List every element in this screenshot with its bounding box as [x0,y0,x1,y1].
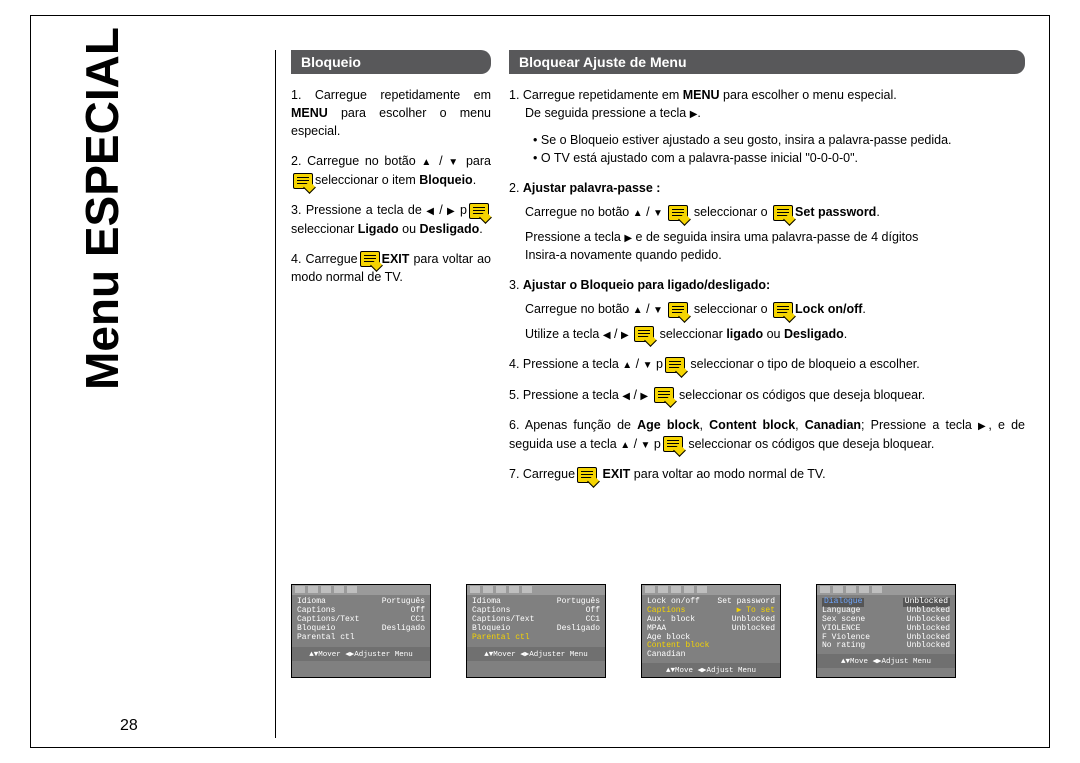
vertical-section-title: Menu ESPECIAL [75,27,129,390]
right-step-2: 2. Ajustar palavra-passe : Carregue no b… [509,179,1025,264]
screenshots-row: IdiomaPortuguêsCaptionsOffCaptions/TextC… [291,584,1025,678]
note-icon [654,387,674,403]
note-icon [663,436,683,452]
triangle-right-icon [978,418,988,432]
tv-menu-screenshot-2: IdiomaPortuguêsCaptionsOffCaptions/TextC… [466,584,606,678]
right-step-7: 7. Carregue EXIT para voltar ao modo nor… [509,465,1025,483]
screenshot-footer: ▲▼Mover ◀▶Adjuster Menu [292,647,430,661]
screenshot-row: Parental ctl [297,634,425,643]
note-icon [577,467,597,483]
page-number: 28 [120,717,138,735]
header-bloquear-ajuste: Bloquear Ajuste de Menu [509,50,1025,74]
triangle-down-icon [641,437,651,451]
screenshot-body: IdiomaPortuguêsCaptionsOffCaptions/TextC… [467,595,605,647]
right-step-3: 3. Ajustar o Bloqueio para ligado/deslig… [509,276,1025,343]
screenshot-footer: ▲▼Mover ◀▶Adjuster Menu [467,647,605,661]
triangle-down-icon [643,357,653,371]
left-step-3: 3. Pressione a tecla de / pseleccionar L… [291,201,491,238]
screenshot-footer: ▲▼Move ◀▶Adjust Menu [817,654,955,668]
left-step-4: 4. CarregueEXIT para voltar ao modo norm… [291,250,491,286]
triangle-right-icon [621,327,629,341]
tv-menu-screenshot-3: Lock on/offSet passwordCaptions▶ To setA… [641,584,781,678]
triangle-down-icon [653,302,663,316]
bullet-1: • Se o Bloqueio estiver ajustado a seu g… [525,131,1025,149]
column-bloquear-ajuste: Bloquear Ajuste de Menu 1. Carregue repe… [509,50,1025,495]
screenshot-row: No ratingUnblocked [822,642,950,651]
triangle-left-icon [622,388,630,402]
screenshot-tabbar [817,585,955,595]
column-bloqueio: Bloqueio 1. Carregue repetidamente em ME… [291,50,491,495]
right-step-1: 1. Carregue repetidamente em MENU para e… [509,86,1025,167]
note-icon [773,205,793,221]
note-icon [773,302,793,318]
note-icon [665,357,685,373]
triangle-up-icon [620,437,630,451]
screenshot-footer: ▲▼Move ◀▶Adjust Menu [642,663,780,677]
triangle-down-icon [448,154,460,168]
triangle-up-icon [633,302,643,316]
triangle-right-icon [624,230,632,244]
note-icon [668,205,688,221]
screenshot-body: IdiomaPortuguêsCaptionsOffCaptions/TextC… [292,595,430,647]
tv-menu-screenshot-4: DialogueUnblockedLanguageUnblockedSex sc… [816,584,956,678]
right-step-4: 4. Pressione a tecla / p seleccionar o t… [509,355,1025,374]
right-step-6: 6. Apenas função de Age block, Content b… [509,416,1025,453]
screenshot-row: Canadian [647,651,775,660]
triangle-right-icon [447,203,456,217]
triangle-up-icon [633,205,643,219]
triangle-left-icon [603,327,611,341]
screenshot-row: Parental ctl [472,634,600,643]
triangle-down-icon [653,205,663,219]
screenshot-body: Lock on/offSet passwordCaptions▶ To setA… [642,595,780,663]
triangle-up-icon [622,357,632,371]
content-area: Bloqueio 1. Carregue repetidamente em ME… [275,50,1025,738]
screenshot-tabbar [642,585,780,595]
note-icon [360,251,380,267]
triangle-up-icon [421,154,433,168]
screenshot-tabbar [292,585,430,595]
note-icon [469,203,489,219]
note-icon [668,302,688,318]
note-icon [634,326,654,342]
tv-menu-screenshot-1: IdiomaPortuguêsCaptionsOffCaptions/TextC… [291,584,431,678]
screenshot-tabbar [467,585,605,595]
right-step-5: 5. Pressione a tecla / seleccionar os có… [509,386,1025,405]
triangle-right-icon [640,388,648,402]
left-step-2: 2. Carregue no botão / para seleccionar … [291,152,491,189]
screenshot-body: DialogueUnblockedLanguageUnblockedSex sc… [817,595,955,654]
note-icon [293,173,313,189]
triangle-left-icon [426,203,435,217]
triangle-right-icon [690,106,698,120]
bullet-2: • O TV está ajustado com a palavra-passe… [525,149,1025,167]
header-bloqueio: Bloqueio [291,50,491,74]
left-step-1: 1. Carregue repetidamente em MENU para e… [291,86,491,140]
